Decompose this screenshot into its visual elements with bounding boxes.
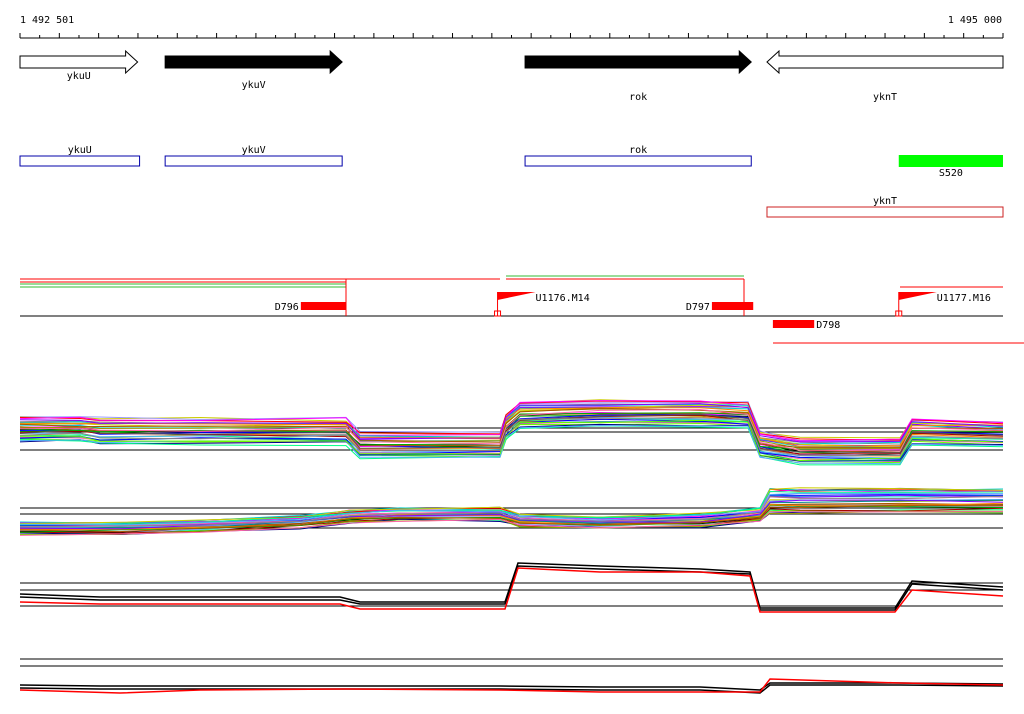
segment-D796 [300,302,347,310]
flag-U1177.M16 [898,292,937,300]
profile-line [19,407,1004,447]
gene-arrow-ykuU [19,49,139,75]
annotation-label-rok: rok [629,145,647,156]
profile-line [19,487,1004,525]
annotation-box-rok [524,155,752,167]
flag-label-U1177.M16: U1177.M16 [937,293,991,304]
flag-anchor [494,310,502,317]
segment-label-D798: D798 [816,320,840,331]
ruler-end-label: 1 495 000 [948,15,1002,26]
segment-label-D797: D797 [686,302,710,313]
gene-label-rok: rok [629,92,647,103]
profile-line [19,403,1004,443]
coordinate-ruler [19,33,1004,39]
profile-line [19,684,1004,694]
gene-arrow-ykuV [164,49,343,75]
segment-label-D796: D796 [275,302,299,313]
profile-line [19,678,1004,694]
flag-anchor [895,310,903,317]
profile-line [19,565,1004,611]
profile-line [19,504,1004,533]
profile-line [19,499,1004,530]
profile-line [19,400,1004,442]
profile-line [19,408,1004,452]
profile-line [19,492,1004,526]
annotation-box-yknT [766,206,1004,218]
flag-U1176.M14 [497,292,536,300]
profile-line [19,510,1003,536]
profile-line [19,567,1004,613]
ruler-start-label: 1 492 501 [20,15,74,26]
gene-arrow-yknT [766,49,1004,75]
feature-label-S520: S520 [939,168,963,179]
gene-label-ykuV: ykuV [242,80,266,91]
gene-label-yknT: yknT [873,92,897,103]
annotation-label-ykuU: ykuU [68,145,92,156]
profile-line [20,419,1004,462]
segment-D797 [711,302,754,310]
profile-line [19,562,1004,609]
profile-line [19,682,1004,691]
feature-box-S520 [898,155,1003,167]
gene-label-ykuU: ykuU [67,71,91,82]
segment-track: D796 D797 D798 U1176.M14 U1177.M16 [20,275,1024,344]
profile-line [19,417,1004,457]
flag-label-U1176.M14: U1176.M14 [536,293,590,304]
gene-arrow-rok [524,49,752,75]
expression-profiles [19,399,1004,694]
profile-line [19,511,1004,536]
annotation-box-ykuU [19,155,141,167]
profile-line [19,425,1004,466]
profile-line [19,495,1004,528]
annotation-track: ykuU ykuV rok S520 yknT [19,145,1004,218]
profile-line [19,406,1004,448]
segment-D798 [772,320,815,328]
profile-line [19,407,1003,449]
annotation-box-ykuV [164,155,343,167]
annotation-label-yknT: yknT [873,196,897,207]
annotation-label-ykuV: ykuV [242,145,266,156]
gene-track: ykuU ykuV rok yknT [19,49,1004,103]
